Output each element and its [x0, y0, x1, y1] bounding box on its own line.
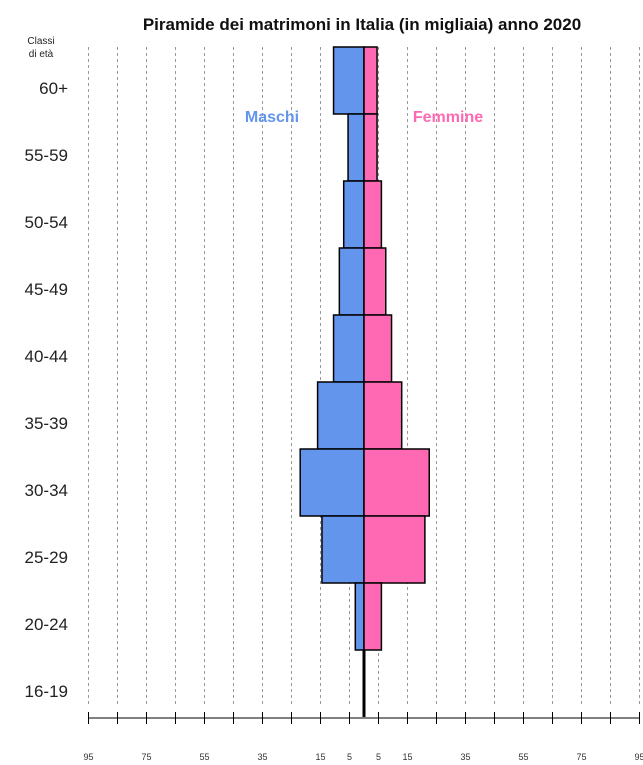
bar-maschi-55-59: [347, 113, 365, 182]
bar-femmine-55-59: [363, 113, 378, 182]
age-label-55-59: 55-59: [25, 146, 68, 165]
bar-femmine-60+: [363, 46, 378, 115]
bar-maschi-25-29: [321, 515, 365, 584]
bar-maschi-40-44: [332, 314, 365, 383]
x-tick-label-8: 35: [460, 752, 470, 762]
x-tick-label-4: 15: [315, 752, 325, 762]
age-label-30-34: 30-34: [25, 481, 68, 500]
age-label-60+: 60+: [39, 79, 68, 98]
x-tick-label-0: 95: [83, 752, 93, 762]
age-label-25-29: 25-29: [25, 548, 68, 567]
age-caption-line2: di età: [29, 49, 54, 60]
bar-maschi-50-54: [342, 180, 365, 249]
x-tick-label-6: 5: [376, 752, 381, 762]
bar-femmine-25-29: [363, 515, 426, 584]
bar-femmine-45-49: [363, 247, 387, 316]
bar-maschi-20-24: [354, 582, 365, 651]
age-label-35-39: 35-39: [25, 414, 68, 433]
bars-group: [299, 46, 430, 717]
bar-femmine-35-39: [363, 381, 403, 450]
x-tick-label-2: 55: [199, 752, 209, 762]
bar-femmine-20-24: [363, 582, 383, 651]
legend-maschi: Maschi: [245, 109, 299, 126]
bar-femmine-40-44: [363, 314, 393, 383]
age-label-40-44: 40-44: [25, 347, 68, 366]
chart-title: Piramide dei matrimoni in Italia (in mig…: [143, 15, 581, 34]
age-label-50-54: 50-54: [25, 213, 68, 232]
age-label-45-49: 45-49: [25, 280, 68, 299]
age-label-16-19: 16-19: [25, 682, 68, 701]
bar-femmine-30-34: [363, 448, 430, 517]
x-tick-label-9: 55: [518, 752, 528, 762]
x-axis: 95 75 55 35 15 5 5 15 35 55 75 95: [83, 712, 643, 762]
x-tick-label-5: 5: [347, 752, 352, 762]
x-tick-label-11: 95: [634, 752, 643, 762]
x-tick-label-1: 75: [141, 752, 151, 762]
bar-femmine-50-54: [363, 180, 383, 249]
age-caption-line1: Classi: [27, 36, 54, 47]
bar-maschi-60+: [332, 46, 365, 115]
legend-femmine: Femmine: [413, 109, 483, 126]
bar-maschi-30-34: [299, 448, 365, 517]
bar-maschi-45-49: [338, 247, 365, 316]
legend: Maschi Femmine: [245, 109, 483, 126]
age-label-20-24: 20-24: [25, 615, 68, 634]
grid-lines: [88, 47, 640, 707]
x-tick-label-3: 35: [257, 752, 267, 762]
x-tick-label-10: 75: [576, 752, 586, 762]
age-labels: 60+ 55-59 50-54 45-49 40-44 35-39 30-34 25-29 20…: [25, 79, 69, 701]
bar-maschi-35-39: [316, 381, 365, 450]
x-tick-label-7: 15: [402, 752, 412, 762]
